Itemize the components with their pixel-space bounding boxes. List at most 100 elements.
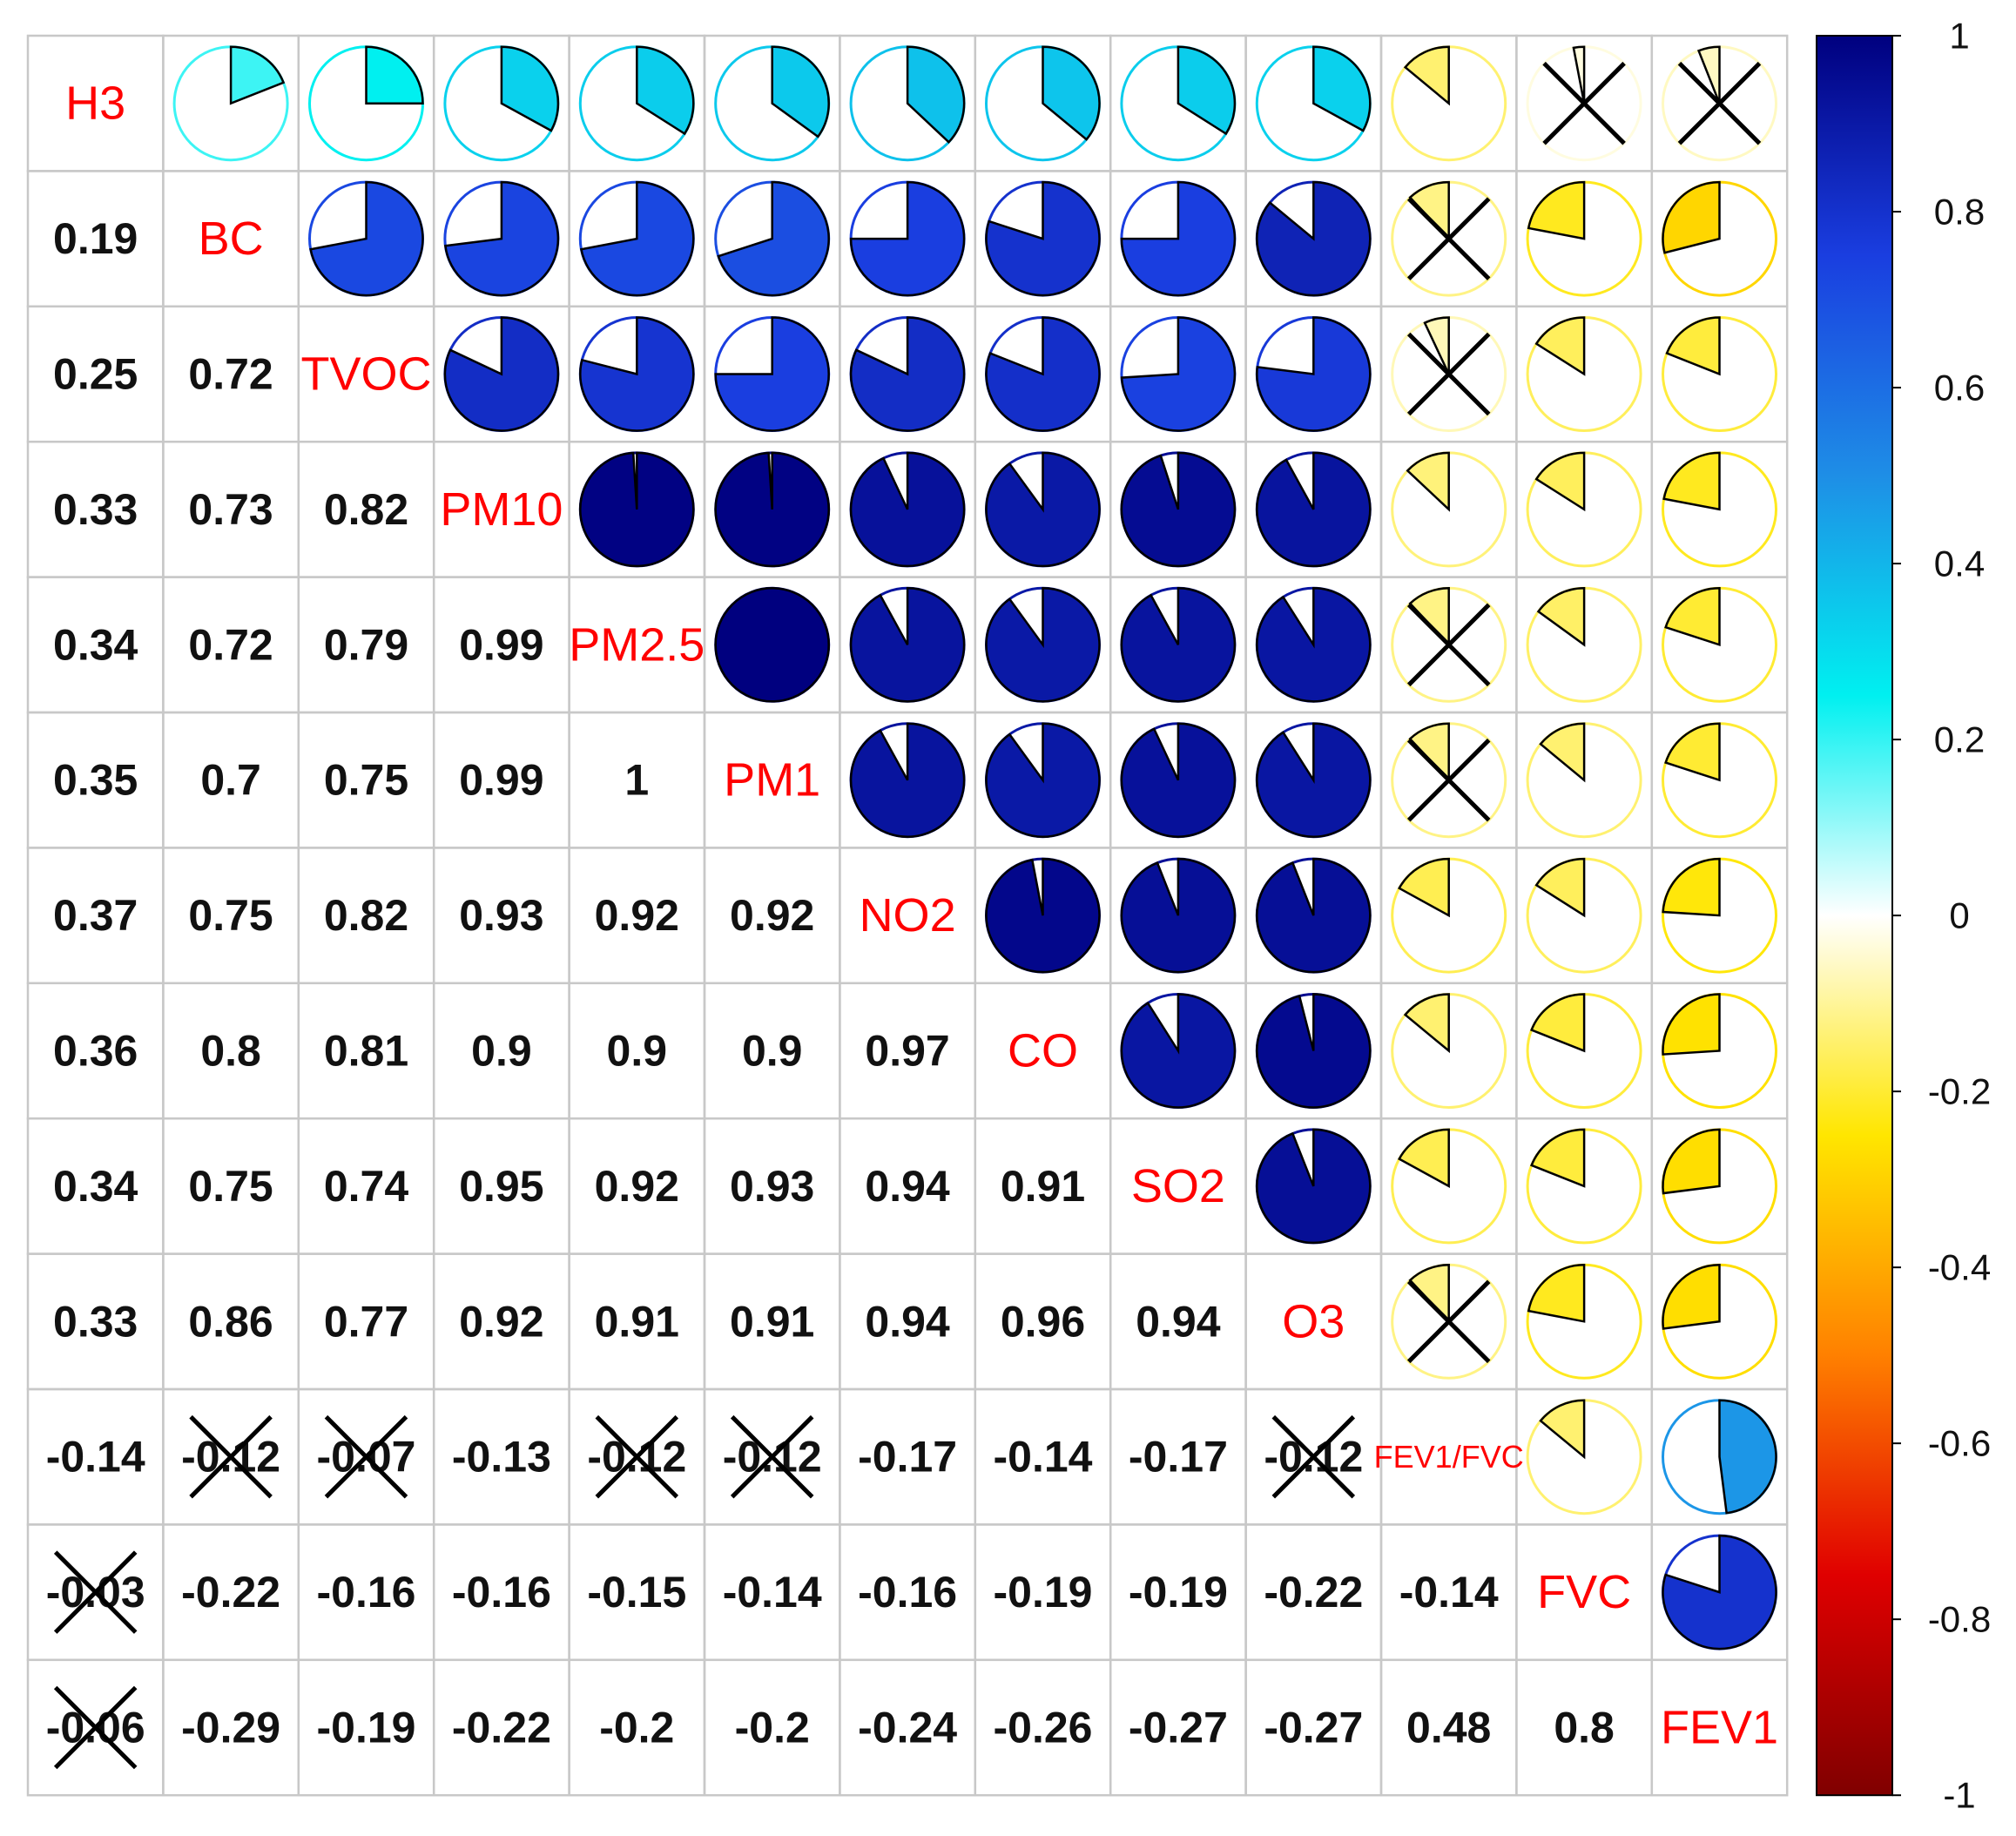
pie	[1256, 316, 1372, 432]
pie	[849, 451, 966, 568]
pie	[579, 180, 695, 297]
pie	[365, 45, 424, 105]
pie	[1662, 1534, 1777, 1650]
cross	[53, 1550, 138, 1634]
coef-label: -0.22	[181, 1568, 280, 1617]
pie	[1256, 993, 1372, 1109]
coef-label: 0.82	[324, 485, 408, 534]
cross	[1677, 61, 1762, 145]
colorbar-tick-label: 0.6	[1934, 368, 1985, 408]
pie	[1534, 857, 1586, 918]
pie	[1662, 1128, 1721, 1195]
colorbar-tick-label: 0.4	[1934, 543, 1985, 584]
coef-label: 0.77	[324, 1297, 408, 1346]
cross	[1406, 603, 1491, 687]
cross	[595, 1414, 679, 1499]
pie	[1120, 722, 1237, 838]
coef-label: -0.19	[994, 1568, 1093, 1617]
pie	[229, 45, 286, 105]
coef-label: -0.14	[723, 1568, 822, 1617]
coef-label: 0.9	[742, 1027, 803, 1076]
pie	[1120, 451, 1237, 568]
coef-label: 0.94	[865, 1162, 950, 1211]
pie	[636, 45, 695, 136]
pie	[1662, 993, 1721, 1056]
cross	[1406, 197, 1491, 280]
pie	[714, 587, 830, 703]
pie	[714, 316, 830, 432]
coef-label: 0.99	[459, 756, 543, 805]
coef-label: 0.96	[1001, 1297, 1085, 1346]
variable-label: TVOC	[300, 348, 431, 401]
coef-label: 0.35	[53, 756, 138, 805]
pie	[1398, 1128, 1450, 1189]
variable-label: NO2	[860, 889, 956, 942]
variable-label: FVC	[1537, 1566, 1631, 1618]
cross	[189, 1414, 273, 1499]
pie	[1406, 451, 1450, 512]
pie	[985, 857, 1101, 974]
cross	[1542, 61, 1626, 145]
coef-label: -0.22	[452, 1704, 551, 1752]
pie	[1534, 316, 1586, 376]
coef-label: 0.99	[459, 620, 543, 669]
pie	[1256, 857, 1372, 974]
pie	[1696, 45, 1721, 105]
cross	[1406, 738, 1491, 822]
coef-label: -0.22	[1264, 1568, 1363, 1617]
pie	[1256, 180, 1372, 297]
variable-label: SO2	[1131, 1160, 1225, 1212]
coef-label: 0.8	[200, 1027, 261, 1076]
pie	[985, 722, 1101, 838]
pie	[985, 180, 1101, 297]
coef-label: 0.93	[730, 1162, 814, 1211]
pie	[1042, 45, 1101, 141]
coef-label: 0.34	[53, 1162, 138, 1211]
cross	[730, 1414, 814, 1499]
coef-label: -0.27	[1129, 1704, 1228, 1752]
pie	[1177, 45, 1237, 136]
pie	[1536, 587, 1586, 647]
pie	[1664, 722, 1721, 782]
pie	[1665, 316, 1721, 376]
pie	[1662, 180, 1721, 254]
pie	[849, 587, 966, 703]
coef-label: -0.14	[46, 1433, 145, 1482]
variable-label: PM1	[724, 754, 820, 807]
variable-label: PM10	[440, 483, 563, 536]
coef-label: 0.9	[607, 1027, 668, 1076]
coef-label: -0.14	[1399, 1568, 1499, 1617]
variable-label: CO	[1008, 1025, 1078, 1077]
coef-label: 0.95	[459, 1162, 543, 1211]
coef-label: -0.26	[994, 1704, 1093, 1752]
coef-label: -0.27	[1264, 1704, 1363, 1752]
coef-label: -0.16	[317, 1568, 416, 1617]
pie	[985, 587, 1101, 703]
variable-label: FEV1/FVC	[1374, 1439, 1524, 1475]
coef-label: -0.14	[994, 1433, 1093, 1482]
pie	[1718, 1399, 1777, 1515]
pie	[714, 451, 830, 568]
pie	[1662, 1264, 1721, 1330]
coef-label: 0.75	[188, 1162, 273, 1211]
coef-label: 0.73	[188, 485, 273, 534]
variable-label: H3	[65, 78, 125, 130]
pie	[849, 180, 966, 297]
coef-label: 0.82	[324, 891, 408, 940]
coef-label: 0.91	[595, 1297, 679, 1346]
coef-label: 0.79	[324, 620, 408, 669]
pie	[309, 180, 424, 297]
colorbar-tick-label: 0.8	[1934, 192, 1985, 233]
coef-label: -0.19	[1129, 1568, 1228, 1617]
variable-label: O3	[1282, 1295, 1345, 1347]
coef-label: 0.36	[53, 1027, 138, 1076]
pie	[1256, 1128, 1372, 1245]
pie	[1403, 45, 1450, 106]
coef-label: -0.2	[735, 1704, 810, 1752]
coef-label: 0.91	[730, 1297, 814, 1346]
pie	[1120, 587, 1237, 703]
coef-label: 0.92	[595, 891, 679, 940]
coef-label: 0.7	[200, 756, 261, 805]
coef-label: 0.74	[324, 1162, 409, 1211]
